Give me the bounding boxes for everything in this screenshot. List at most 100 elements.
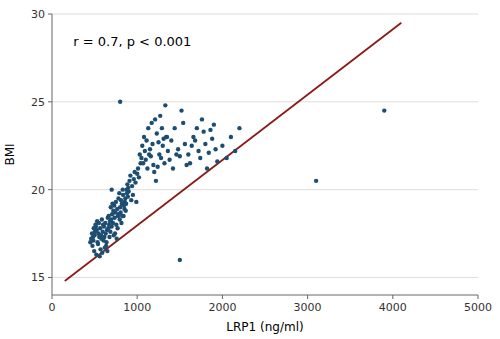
scatter-point: [137, 175, 141, 179]
y-tick: [48, 277, 52, 278]
scatter-point: [143, 149, 147, 153]
grid-line: [52, 189, 478, 190]
grid: [52, 14, 478, 277]
scatter-point: [126, 189, 130, 193]
scatter-point: [114, 200, 118, 204]
scatter-point: [141, 161, 145, 165]
scatter-point: [179, 108, 183, 112]
scatter-point: [105, 249, 109, 253]
scatter-point: [107, 235, 111, 239]
scatter-point: [188, 161, 192, 165]
scatter-point: [115, 237, 119, 241]
scatter-point: [127, 179, 131, 183]
x-tick-label: 2000: [208, 301, 236, 314]
axes: 0 1000 2000 3000 4000 5000 15 20 25 30: [31, 8, 492, 314]
scatter-point: [161, 144, 165, 148]
scatter-point: [134, 200, 138, 204]
x-tick: [307, 295, 308, 299]
y-tick-label: 25: [31, 96, 45, 109]
scatter-point: [155, 131, 159, 135]
x-tick: [137, 295, 138, 299]
y-tick-label: 20: [31, 184, 45, 197]
scatter-point: [215, 159, 219, 163]
x-tick-label: 0: [49, 301, 56, 314]
chart: 01000200030004000500015202530LRP1 (ng/ml…: [0, 0, 500, 339]
scatter-point: [121, 187, 125, 191]
scatter-point: [148, 147, 152, 151]
scatter-point: [166, 149, 170, 153]
x-tick-label: 5000: [464, 301, 492, 314]
x-tick-label: 1000: [123, 301, 151, 314]
scatter-point: [210, 136, 214, 140]
x-tick-label: 3000: [294, 301, 322, 314]
y-tick-label: 15: [31, 271, 45, 284]
scatter-point: [163, 103, 167, 107]
scatter-point: [171, 166, 175, 170]
scatter-point: [100, 251, 104, 255]
scatter-point: [144, 158, 148, 162]
scatter-point: [144, 138, 148, 142]
scatter-point: [126, 194, 130, 198]
y-tick-label: 30: [31, 8, 45, 21]
scatter-point: [124, 201, 128, 205]
scatter-point: [129, 198, 133, 202]
scatter-point: [152, 170, 156, 174]
scatter-point: [136, 166, 140, 170]
chart-container: 01000200030004000500015202530LRP1 (ng/ml…: [0, 0, 500, 339]
scatter-point: [154, 179, 158, 183]
scatter-point: [98, 254, 102, 258]
scatter-point: [128, 173, 132, 177]
scatter-point: [109, 187, 113, 191]
scatter-point: [203, 142, 207, 146]
scatter-point: [96, 242, 100, 246]
scatter-point: [172, 126, 176, 130]
scatter-point: [198, 156, 202, 160]
scatter-point: [229, 135, 233, 139]
scatter-point: [224, 156, 228, 160]
scatter-point: [153, 117, 157, 121]
scatter-point: [176, 147, 180, 151]
scatter-point: [186, 152, 190, 156]
scatter-point: [98, 226, 102, 230]
scatter-point: [149, 154, 153, 158]
y-tick: [48, 14, 52, 15]
scatter-point: [181, 121, 185, 125]
grid-line: [52, 14, 478, 15]
scatter-point: [104, 240, 108, 244]
scatter-point: [162, 161, 166, 165]
x-axis-line: [52, 295, 478, 296]
y-tick: [48, 189, 52, 190]
scatter-point: [237, 126, 241, 130]
scatter-point: [220, 144, 224, 148]
scatter-point: [115, 226, 119, 230]
x-tick: [478, 295, 479, 299]
scatter-point: [158, 114, 162, 118]
scatter-point: [131, 193, 135, 197]
scatter-point: [160, 126, 164, 130]
x-tick: [222, 295, 223, 299]
scatter-point: [97, 221, 101, 225]
scatter-point: [165, 135, 169, 139]
scatter-point: [208, 128, 212, 132]
regression-line: [65, 23, 402, 281]
x-tick: [52, 295, 53, 299]
scatter-point: [140, 144, 144, 148]
scatter-point: [91, 238, 95, 242]
scatter-point: [146, 126, 150, 130]
scatter-point: [212, 122, 216, 126]
scatter-point: [196, 149, 200, 153]
grid-line: [52, 277, 478, 278]
scatter-point: [119, 221, 123, 225]
scatter-point: [145, 166, 149, 170]
x-tick-label: 4000: [379, 301, 407, 314]
scatter-point: [382, 108, 386, 112]
scatter-point: [200, 117, 204, 121]
scatter-point: [159, 156, 163, 160]
scatter-point: [117, 191, 121, 195]
scatter-point: [149, 121, 153, 125]
y-tick: [48, 101, 52, 102]
scatter-point: [156, 140, 160, 144]
scatter-point: [233, 149, 237, 153]
marks: [65, 23, 402, 281]
x-tick: [392, 295, 393, 299]
